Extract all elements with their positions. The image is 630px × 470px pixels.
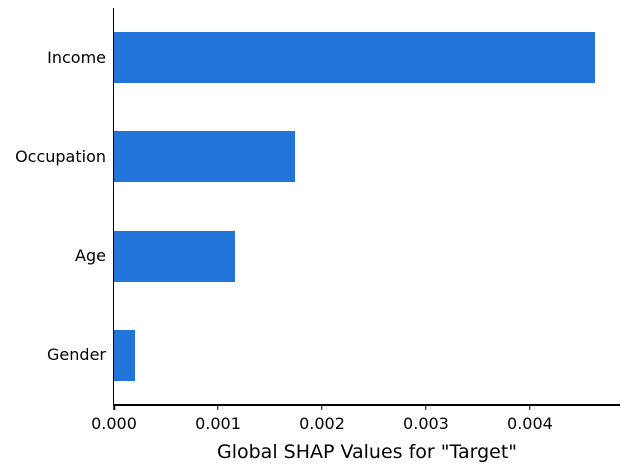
bar-gender <box>114 329 135 381</box>
y-tick-label-age: Age <box>75 246 106 266</box>
x-axis-line <box>112 404 620 406</box>
y-tick-label-gender: Gender <box>47 345 106 365</box>
x-tick-label: 0.002 <box>299 414 345 433</box>
y-axis-line <box>112 8 114 406</box>
x-tick-mark <box>217 405 219 410</box>
plot-area <box>114 8 620 405</box>
x-tick-label: 0.004 <box>507 414 553 433</box>
x-tick-label: 0.003 <box>403 414 449 433</box>
x-tick-mark <box>321 405 323 410</box>
x-axis-label: Global SHAP Values for "Target" <box>216 441 518 463</box>
bar-occupation <box>114 131 295 183</box>
x-tick-mark <box>113 405 115 410</box>
x-tick-mark <box>529 405 531 410</box>
x-tick-label: 0.001 <box>195 414 241 433</box>
bar-income <box>114 32 596 84</box>
y-tick-label-income: Income <box>47 47 106 67</box>
x-tick-label: 0.000 <box>91 414 137 433</box>
y-tick-label-occupation: Occupation <box>15 146 106 166</box>
x-tick-mark <box>425 405 427 410</box>
bar-age <box>114 230 235 282</box>
